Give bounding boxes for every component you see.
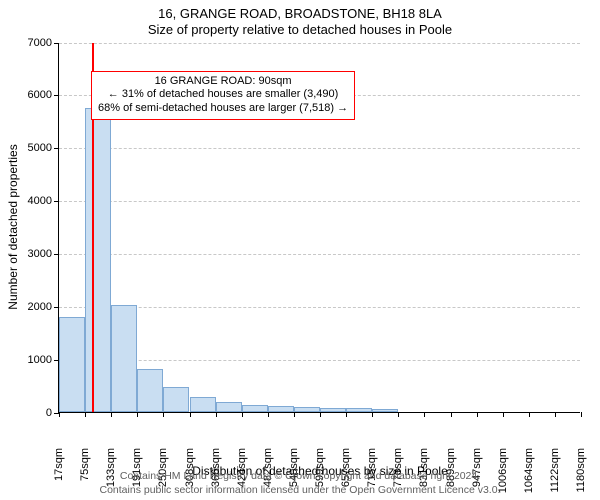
x-tick-mark (190, 412, 191, 417)
gridline (59, 201, 580, 202)
x-tick-mark (268, 412, 269, 417)
x-tick-mark (503, 412, 504, 417)
title-line-1: 16, GRANGE ROAD, BROADSTONE, BH18 8LA (0, 6, 600, 22)
annotation-line: ← 31% of detached houses are smaller (3,… (98, 88, 348, 102)
x-tick-mark (320, 412, 321, 417)
footer: Contains HM Land Registry data © Crown c… (0, 470, 600, 497)
histogram-bar (163, 387, 189, 411)
histogram-bar (346, 408, 372, 411)
x-tick-mark (137, 412, 138, 417)
x-tick-mark (529, 412, 530, 417)
x-tick-mark (555, 412, 556, 417)
footer-line-1: Contains HM Land Registry data © Crown c… (0, 470, 600, 484)
annotation-box: 16 GRANGE ROAD: 90sqm← 31% of detached h… (91, 71, 355, 120)
x-tick-mark (242, 412, 243, 417)
annotation-line: 68% of semi-detached houses are larger (… (98, 102, 348, 116)
y-tick-label: 6000 (12, 89, 52, 101)
title-line-2: Size of property relative to detached ho… (0, 22, 600, 38)
y-tick-mark (54, 254, 59, 255)
histogram-bar (216, 402, 242, 412)
x-tick-mark (163, 412, 164, 417)
annotation-line: 16 GRANGE ROAD: 90sqm (98, 75, 348, 89)
x-tick-mark (581, 412, 582, 417)
chart: Number of detached properties Distributi… (58, 43, 580, 413)
x-tick-mark (477, 412, 478, 417)
plot-area: Number of detached properties Distributi… (58, 43, 580, 413)
title-block: 16, GRANGE ROAD, BROADSTONE, BH18 8LA Si… (0, 0, 600, 39)
y-tick-label: 3000 (12, 248, 52, 260)
histogram-bar (372, 409, 398, 412)
x-tick-mark (398, 412, 399, 417)
x-tick-mark (59, 412, 60, 417)
footer-line-2: Contains public sector information licen… (0, 484, 600, 498)
x-tick-mark (372, 412, 373, 417)
histogram-bar (294, 407, 320, 411)
x-tick-mark (451, 412, 452, 417)
y-tick-mark (54, 148, 59, 149)
x-tick-mark (346, 412, 347, 417)
y-tick-label: 2000 (12, 301, 52, 313)
gridline (59, 43, 580, 44)
y-tick-label: 5000 (12, 142, 52, 154)
x-tick-mark (294, 412, 295, 417)
histogram-bar (242, 405, 268, 412)
y-tick-mark (54, 307, 59, 308)
x-tick-mark (85, 412, 86, 417)
y-tick-label: 4000 (12, 195, 52, 207)
y-tick-label: 1000 (12, 354, 52, 366)
histogram-bar (268, 406, 294, 411)
histogram-bar (190, 397, 216, 412)
gridline (59, 254, 580, 255)
histogram-bar (137, 369, 163, 411)
x-tick-mark (424, 412, 425, 417)
x-tick-mark (216, 412, 217, 417)
y-tick-label: 7000 (12, 37, 52, 49)
histogram-bar (85, 108, 111, 412)
histogram-bar (59, 317, 85, 411)
y-tick-mark (54, 95, 59, 96)
y-axis-label: Number of detached properties (6, 144, 20, 309)
y-tick-label: 0 (12, 407, 52, 419)
x-tick-mark (111, 412, 112, 417)
gridline (59, 148, 580, 149)
histogram-bar (320, 408, 346, 412)
y-tick-mark (54, 43, 59, 44)
histogram-bar (111, 305, 137, 412)
y-tick-mark (54, 201, 59, 202)
